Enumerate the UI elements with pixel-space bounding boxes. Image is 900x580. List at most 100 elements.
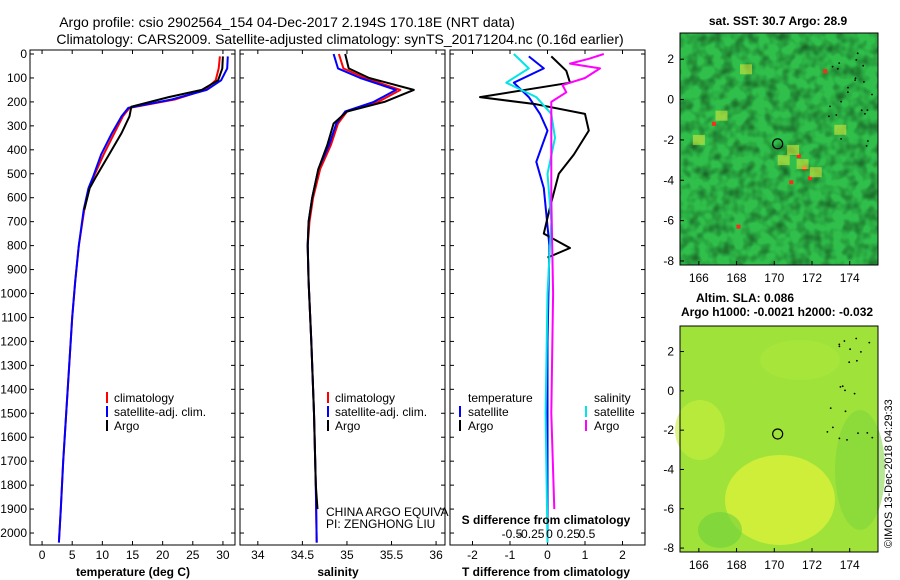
island-dot (839, 386, 842, 388)
credit-text: ©IMOS 13-Dec-2018 04:29:33 (883, 399, 895, 548)
x-tick-label: 25 (186, 548, 200, 562)
sst-hot-spot (736, 224, 741, 229)
x-tick-label: 0 (544, 548, 551, 562)
sst-hot-spot (796, 154, 801, 159)
difference-panel: -2 -1 0 1 2-0.5-0.25 0 0.250.5 T difference fr… (449, 49, 646, 579)
x-tick-label: 34.5 (291, 548, 315, 562)
y-tick-label: 900 (7, 263, 27, 277)
salinity-panel: 34 34.5 35 35.5 36 salinity climatology sate… (239, 49, 480, 579)
island-dot (866, 109, 869, 111)
y-tick-label: 600 (7, 191, 27, 205)
y-tick-label: 1500 (0, 406, 27, 420)
series-line-satellite (57, 56, 229, 543)
y-tick-label: 400 (7, 143, 27, 157)
map-x-tick-label: 168 (727, 271, 747, 285)
series-line-argo (306, 53, 415, 510)
island-dot (857, 432, 859, 434)
legend-title-temperature: temperature (468, 391, 533, 405)
x2-tick-label: 0.25 (557, 527, 581, 541)
y-tick-label: 1700 (0, 454, 27, 468)
legend-title-salinity: salinity (594, 391, 631, 405)
island-dot (853, 392, 856, 395)
island-dot (865, 145, 868, 147)
island-dot (841, 385, 844, 388)
difference-legend: temperature satellite Argo salinity sate… (459, 391, 635, 433)
sst-map-panel: sat. SST: 30.7 Argo: 28.9 166 168 170 172 17… (663, 14, 879, 285)
x2-tick-label: 0 (546, 527, 553, 541)
map-x-tick-label: 170 (764, 271, 784, 285)
map-y-tick-label: 2 (667, 345, 674, 359)
island-dot (862, 64, 865, 67)
island-dot (855, 59, 858, 61)
x-tick-label: 0 (39, 548, 46, 562)
difference-axis-label: T difference from climatology (462, 565, 630, 579)
island-dot (838, 345, 841, 348)
island-dot (847, 86, 849, 89)
map-x-tick-label: 172 (802, 558, 822, 572)
y-tick-label: 1400 (0, 382, 27, 396)
legend-temperature-argo: Argo (468, 419, 494, 433)
island-dot (856, 359, 858, 362)
legend-climatology: climatology (335, 391, 395, 405)
x2-tick-label: -0.25 (517, 527, 545, 541)
header-title: Argo profile: csio 2902564_154 04-Dec-20… (59, 14, 515, 30)
salinity-legend: climatology satellite-adj. clim. Argo (327, 391, 427, 433)
sst-hot-spot (823, 69, 828, 74)
x-tick-label: -1 (505, 548, 516, 562)
island-dot (864, 112, 866, 115)
y-tick-label: 800 (7, 239, 27, 253)
island-dot (844, 389, 846, 392)
island-dot (831, 65, 834, 68)
sst-warm-patch (715, 110, 728, 121)
map-x-tick-label: 168 (727, 558, 747, 572)
x2-tick-label: 0.5 (579, 527, 596, 541)
map-x-tick-label: 166 (689, 558, 709, 572)
island-dot (838, 437, 841, 440)
x-tick-label: 2 (619, 548, 626, 562)
sla-map-panel: Altim. SLA: 0.086 Argo h1000: -0.0021 h2… (663, 291, 885, 572)
y-tick-label: 200 (7, 95, 27, 109)
y-tick-label: 1200 (0, 334, 27, 348)
island-dot (871, 93, 873, 96)
x-tick-label: 36 (429, 548, 443, 562)
legend-temperature-satellite: satellite (468, 405, 509, 419)
island-dot (829, 407, 832, 409)
island-dot (854, 77, 857, 80)
sst-warm-patch (692, 134, 705, 145)
island-dot (860, 109, 863, 112)
island-dot (846, 439, 848, 441)
map-y-tick-label: -8 (663, 254, 674, 268)
y-tick-label: 1800 (0, 478, 27, 492)
map-x-tick-label: 172 (802, 271, 822, 285)
temperature-axis-label: temperature (deg C) (76, 565, 190, 579)
sst-hot-spot (711, 121, 716, 126)
island-dot (840, 100, 842, 103)
legend-satellite: satellite-adj. clim. (114, 405, 206, 419)
island-dot (838, 343, 841, 346)
salinity-difference-axis-label: S difference from climatology (462, 513, 631, 527)
sst-warm-patch (787, 145, 800, 155)
annotation-float-program: CHINA ARGO EQUIVALENT (326, 505, 480, 519)
x-tick-label: 35.5 (380, 548, 404, 562)
map-y-tick-label: -2 (663, 133, 674, 147)
island-dot (866, 432, 869, 434)
float-location-marker (772, 428, 784, 440)
sst-hot-spot (789, 180, 794, 185)
x-tick-label: -2 (467, 548, 478, 562)
temperature-panel: 0100200300400500600700800900100011001200… (0, 47, 236, 579)
legend-climatology: climatology (114, 391, 174, 405)
map-y-tick-label: 0 (667, 93, 674, 107)
y-tick-label: 1300 (0, 358, 27, 372)
y-tick-label: 1900 (0, 502, 27, 516)
island-dot (863, 81, 865, 83)
map-y-tick-label: -4 (663, 462, 674, 476)
island-dot (829, 105, 831, 108)
sla-map-subtitle: Argo h1000: -0.0021 h2000: -0.032 (681, 305, 873, 319)
sst-warm-patch (809, 167, 822, 178)
legend-salinity-argo: Argo (594, 419, 620, 433)
sst-warm-patch (796, 159, 809, 170)
series-line-salinity-satellite (505, 53, 556, 543)
sst-warm-patch (834, 124, 847, 135)
y-tick-label: 700 (7, 215, 27, 229)
